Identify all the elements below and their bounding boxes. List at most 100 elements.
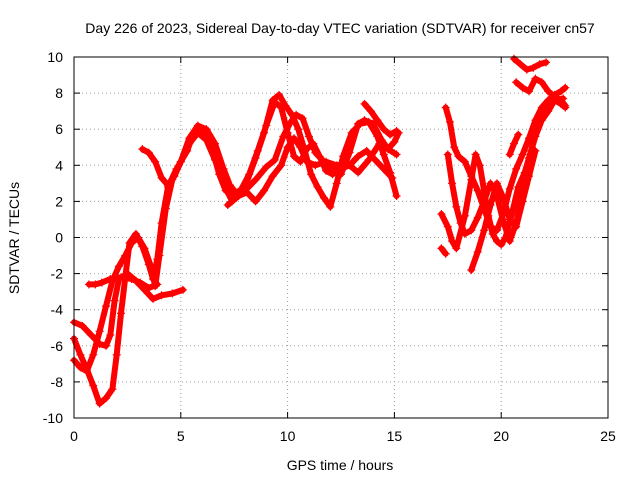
x-tick-label: 10 [280, 428, 296, 444]
data-point [260, 186, 269, 195]
data-point [95, 339, 104, 348]
data-point [392, 150, 401, 159]
data-point [332, 179, 341, 188]
data-point [441, 103, 450, 112]
data-point [112, 350, 121, 359]
data-point [313, 182, 322, 191]
data-point [362, 146, 371, 155]
data-point [460, 211, 469, 220]
data-point [360, 116, 369, 125]
data-point [546, 98, 555, 107]
grid-lines [74, 57, 608, 418]
data-point [486, 201, 495, 210]
data-point [138, 145, 147, 154]
data-point [304, 132, 313, 141]
data-point [253, 146, 262, 155]
data-point [379, 150, 388, 159]
data-point [516, 60, 525, 69]
data-point [448, 237, 457, 246]
y-tick-label: -6 [51, 338, 64, 354]
y-tick-label: 6 [55, 121, 63, 137]
data-point [492, 237, 501, 246]
data-point [337, 170, 345, 179]
data-point [110, 296, 119, 305]
data-point [383, 145, 392, 154]
data-point [268, 172, 277, 181]
series-track-6 [223, 110, 403, 210]
data-point [134, 233, 143, 242]
data-point [535, 60, 544, 69]
data-point [144, 148, 153, 157]
data-point [245, 170, 254, 179]
data-point [319, 193, 328, 202]
data-point [168, 289, 177, 298]
series-track-3 [70, 269, 187, 350]
y-tick-label: 2 [55, 193, 63, 209]
series-trace [71, 91, 400, 407]
series-track-12 [467, 146, 540, 274]
data-point [366, 107, 375, 116]
data-point [514, 130, 523, 139]
data-point [144, 284, 153, 293]
data-point [302, 157, 311, 166]
data-point [512, 164, 521, 173]
data-point [557, 96, 566, 105]
data-point [163, 181, 172, 190]
data-point [102, 341, 111, 350]
data-point [193, 121, 202, 130]
data-point [106, 330, 115, 339]
data-point [140, 244, 149, 253]
y-tick-label: 10 [47, 49, 63, 65]
data-point [452, 244, 461, 253]
data-point [443, 150, 452, 159]
series-trace [361, 100, 400, 138]
data-point [121, 251, 130, 260]
data-point [279, 132, 288, 141]
data-point [170, 172, 179, 181]
data-point [294, 125, 303, 134]
data-point [332, 161, 341, 170]
data-point [557, 87, 566, 96]
y-tick-label: -10 [43, 410, 63, 426]
series-track-4 [84, 273, 162, 293]
data-point [390, 137, 399, 146]
data-point [537, 78, 546, 87]
x-tick-label: 5 [177, 428, 185, 444]
data-point [95, 327, 104, 336]
series-track-15 [505, 130, 523, 159]
x-tick-label: 25 [600, 428, 616, 444]
series-trace [438, 245, 449, 257]
data-point [127, 275, 136, 284]
data-point [275, 90, 284, 99]
data-point [467, 265, 476, 274]
data-point [345, 148, 354, 157]
chart-title: Day 226 of 2023, Sidereal Day-to-day VTE… [85, 20, 595, 36]
data-point [319, 157, 328, 166]
data-point [153, 280, 162, 289]
data-point [102, 302, 111, 311]
data-point [223, 201, 232, 210]
data-point [307, 170, 316, 179]
data-point [360, 99, 369, 108]
data-point [149, 294, 158, 303]
data-point [270, 98, 279, 107]
data-point [524, 87, 533, 96]
data-point [219, 164, 228, 173]
data-point [518, 150, 527, 159]
data-point [354, 119, 363, 128]
data-point [102, 394, 111, 403]
data-point [277, 103, 286, 112]
data-point [151, 157, 160, 166]
data-point [322, 166, 331, 175]
data-point [505, 237, 514, 246]
data-point [296, 143, 305, 152]
data-point [178, 285, 187, 294]
data-point [539, 103, 548, 112]
data-point [89, 381, 98, 390]
data-point [161, 204, 170, 213]
y-axis-label: SDTVAR / TECUs [6, 182, 22, 294]
data-point [505, 184, 514, 193]
data-point [386, 130, 395, 139]
data-point [157, 291, 166, 300]
plot-frame [73, 56, 609, 419]
